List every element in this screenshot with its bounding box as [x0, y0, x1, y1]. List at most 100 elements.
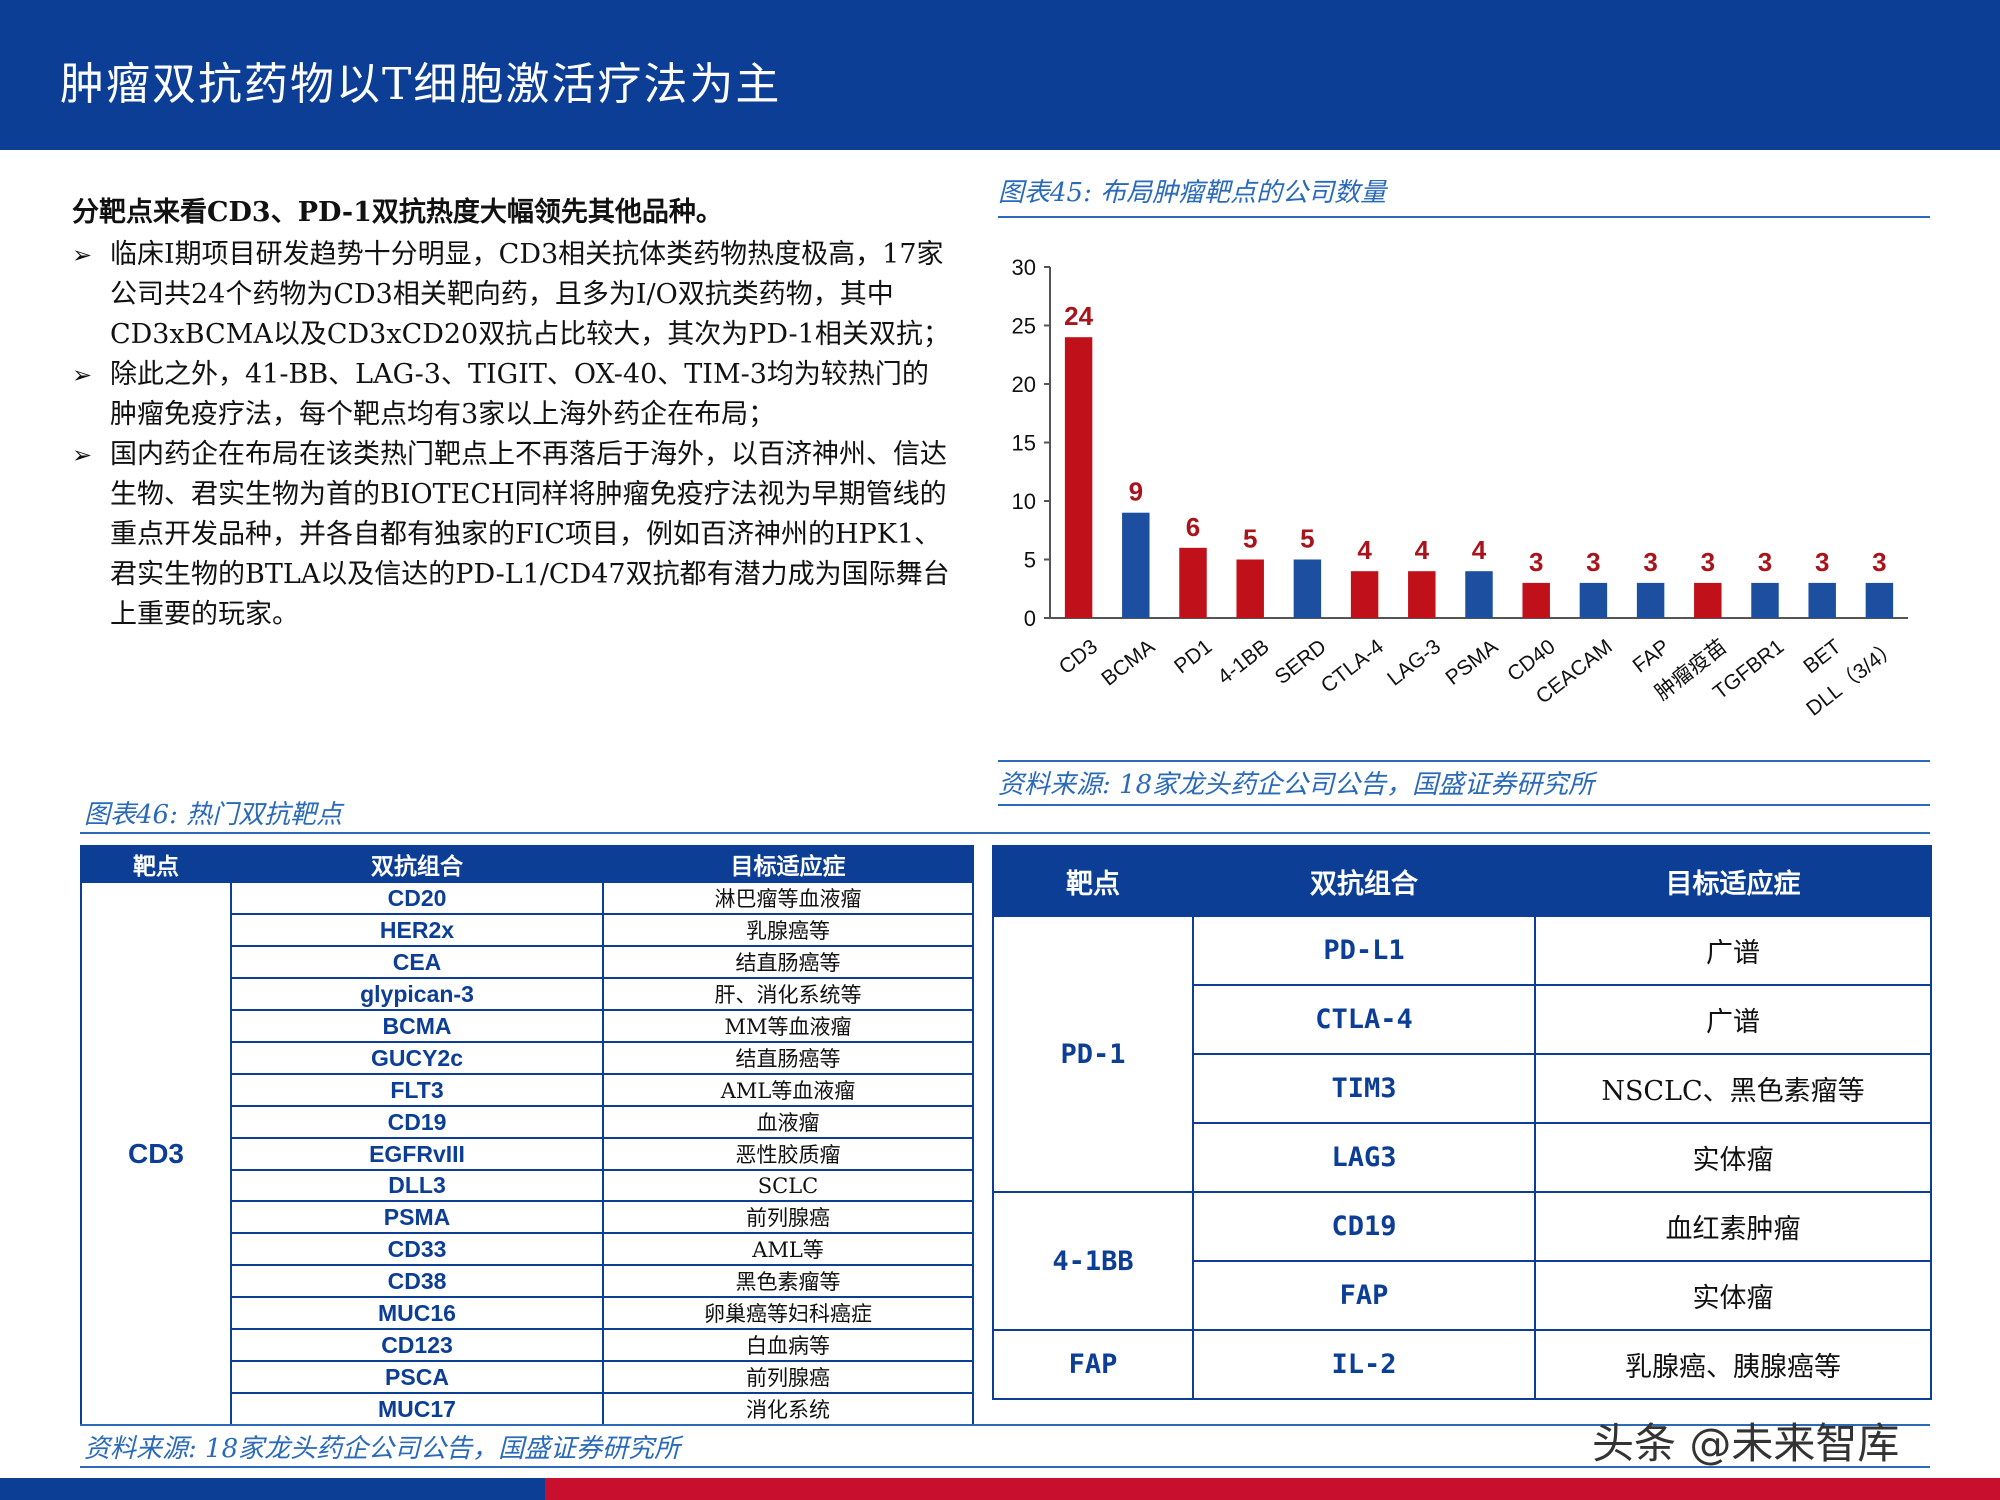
cd3-table-body: CD3 CD20 淋巴瘤等血液瘤 HER2x 乳腺癌等 CEA 结直肠癌等 glypican-…: [80, 881, 974, 1426]
table-row: BCMA MM等血液瘤: [81, 1009, 974, 1043]
cell-indication: 前列腺癌: [602, 1360, 974, 1394]
data-label: 3: [1529, 547, 1543, 577]
table-row: FAP IL-2 乳腺癌、胰腺癌等: [992, 1329, 1932, 1400]
table-row: PSCA 前列腺癌: [81, 1360, 974, 1394]
table-row: CTLA-4 广谱: [993, 984, 1932, 1055]
x-tick-label: LAG-3: [1383, 635, 1445, 690]
cell-indication: 广谱: [1534, 984, 1932, 1055]
cell-combo: CD20: [230, 881, 604, 915]
watermark-text: 头条 @未来智库: [1592, 1419, 1900, 1468]
table-row: MUC17 消化系统: [81, 1392, 974, 1426]
bar: [1293, 559, 1322, 618]
cd3-bispecific-table: 靶点 双抗组合 目标适应症 CD3 CD20 淋巴瘤等血液瘤 HER2x 乳腺癌等 CEA…: [80, 845, 974, 1426]
x-tick-label: CD3: [1055, 635, 1102, 679]
table-row: CD33 AML等: [81, 1232, 974, 1266]
cell-combo: MUC16: [230, 1296, 604, 1330]
slide-title: 肿瘤双抗药物以T细胞激活疗法为主: [60, 59, 782, 110]
cell-target: 4-1BB: [992, 1191, 1194, 1331]
cell-combo: CD123: [230, 1328, 604, 1362]
cell-combo: CTLA-4: [1192, 984, 1536, 1055]
bar: [1865, 582, 1894, 618]
table-row: CD3 CD20 淋巴瘤等血液瘤: [80, 881, 974, 1426]
table-row: FLT3 AML等血液瘤: [81, 1073, 974, 1107]
x-tick-label: CTLA-4: [1317, 635, 1388, 698]
fig45-source-rule: [998, 804, 1930, 806]
cell-indication: 广谱: [1534, 915, 1932, 986]
data-label: 9: [1129, 477, 1143, 507]
footer-blue-segment: [0, 1478, 545, 1500]
x-tick-label: FAP: [1629, 635, 1674, 678]
bar: [1465, 571, 1493, 618]
y-tick-label: 5: [1024, 548, 1036, 573]
y-tick-label: 0: [1024, 606, 1036, 631]
pd1-bispecific-table: 靶点 双抗组合 目标适应症 PD-1 PD-L1 广谱 CTLA-4 广谱 TIM3 NSC…: [992, 845, 1932, 1400]
fig45-caption: 图表45: 布局肿瘤靶点的公司数量: [998, 178, 1387, 208]
bullet-text: 国内药企在布局在该类热门靶点上不再落后于海外，以百济神州、信达生物、君实生物为首…: [110, 439, 950, 630]
bar: [1064, 337, 1093, 618]
fig46-top-rule: [80, 832, 1930, 834]
fig46-caption: 图表46: 热门双抗靶点: [84, 800, 343, 830]
table-row: FAP 实体瘤: [993, 1260, 1932, 1331]
bullet-item: ➢ 临床I期项目研发趋势十分明显，CD3相关抗体类药物热度极高，17家公司共24…: [72, 235, 952, 355]
x-tick-label: 4-1BB: [1213, 635, 1273, 689]
bar: [1408, 571, 1436, 618]
cell-indication: 白血病等: [602, 1328, 974, 1362]
header-indication: 目标适应症: [602, 845, 974, 883]
table-row: PD-1 PD-L1 广谱: [992, 915, 1932, 1193]
x-tick-label: BCMA: [1097, 635, 1159, 690]
footer-bar: [0, 1478, 2000, 1500]
data-label: 4: [1357, 535, 1372, 565]
cell-combo: CD19: [1192, 1191, 1536, 1262]
header-combo: 双抗组合: [1192, 845, 1536, 917]
cell-combo: PSMA: [230, 1200, 604, 1234]
table-row: glypican-3 肝、消化系统等: [81, 977, 974, 1011]
table-row: TIM3 NSCLC、黑色素瘤等: [993, 1053, 1932, 1124]
bar: [1694, 582, 1722, 618]
table-row: GUCY2c 结直肠癌等: [81, 1041, 974, 1075]
cell-combo: BCMA: [230, 1009, 604, 1043]
cell-combo: MUC17: [230, 1392, 604, 1426]
arrow-bullet-icon: ➢: [72, 241, 93, 269]
table-row: LAG3 实体瘤: [993, 1122, 1932, 1193]
cell-combo: LAG3: [1192, 1122, 1536, 1193]
cell-combo: CD19: [230, 1105, 604, 1139]
cell-indication: 淋巴瘤等血液瘤: [602, 881, 974, 915]
data-label: 3: [1815, 547, 1829, 577]
cell-target: PD-1: [992, 915, 1194, 1193]
cell-indication: SCLC: [602, 1169, 974, 1202]
cell-indication: 实体瘤: [1534, 1122, 1932, 1193]
cell-indication: 结直肠癌等: [602, 1041, 974, 1075]
table-row: CD38 黑色素瘤等: [81, 1264, 974, 1298]
y-tick-label: 10: [1012, 489, 1036, 514]
bullet-item: ➢ 除此之外，41-BB、LAG-3、TIGIT、OX-40、TIM-3均为较热…: [72, 355, 952, 435]
cell-indication: MM等血液瘤: [602, 1009, 974, 1043]
cell-indication: 血红素肿瘤: [1534, 1191, 1932, 1262]
cell-indication: AML等血液瘤: [602, 1073, 974, 1107]
cell-indication: 前列腺癌: [602, 1200, 974, 1234]
cell-combo: PSCA: [230, 1360, 604, 1394]
bar: [1350, 571, 1379, 618]
bar: [1179, 547, 1207, 618]
cell-indication: 卵巢癌等妇科癌症: [602, 1296, 974, 1330]
table-row: 4-1BB CD19 血红素肿瘤: [992, 1191, 1932, 1331]
cell-indication: 结直肠癌等: [602, 945, 974, 979]
y-tick-label: 25: [1012, 314, 1036, 339]
header-combo: 双抗组合: [230, 845, 604, 883]
cell-combo: PD-L1: [1192, 915, 1536, 986]
bar-chart-svg: 05101520253024CD39BCMA6PD154-1BB5SERD4CT…: [1012, 255, 1908, 721]
header-target: 靶点: [80, 845, 232, 883]
table-row: MUC16 卵巢癌等妇科癌症: [81, 1296, 974, 1330]
data-label: 24: [1064, 301, 1093, 331]
table-row: CD123 白血病等: [81, 1328, 974, 1362]
cell-target: FAP: [992, 1329, 1194, 1400]
footer-red-segment: [545, 1478, 2000, 1500]
cell-indication: 恶性胶质瘤: [602, 1137, 974, 1171]
cell-indication: 乳腺癌、胰腺癌等: [1534, 1329, 1932, 1400]
bullet-text: 临床I期项目研发趋势十分明显，CD3相关抗体类药物热度极高，17家公司共24个药…: [110, 239, 950, 350]
cell-combo: GUCY2c: [230, 1041, 604, 1075]
x-tick-label: PD1: [1170, 635, 1216, 678]
table-row: DLL3 SCLC: [81, 1169, 974, 1202]
fig45-source: 资料来源: 18家龙头药企公司公告，国盛证券研究所: [998, 770, 1595, 800]
pd1-table-body: PD-1 PD-L1 广谱 CTLA-4 广谱 TIM3 NSCLC、黑色素瘤等 LAG3 实体…: [992, 915, 1932, 1400]
y-tick-label: 30: [1012, 255, 1036, 280]
